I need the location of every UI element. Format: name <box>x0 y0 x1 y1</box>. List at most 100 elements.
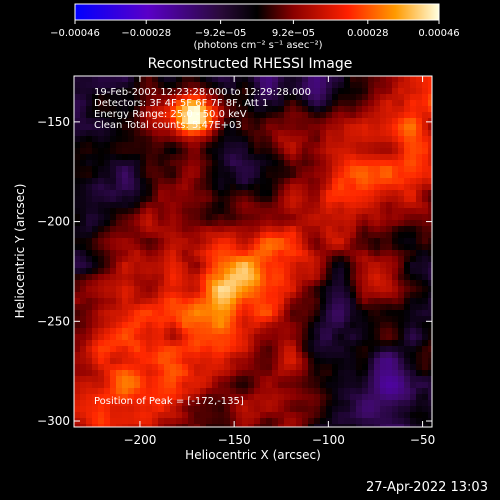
heatmap-cell <box>92 154 98 160</box>
heatmap-cell <box>116 316 122 322</box>
heatmap-cell <box>314 274 320 280</box>
heatmap-cell <box>194 172 200 178</box>
heatmap-cell <box>260 142 266 148</box>
heatmap-cell <box>242 340 248 346</box>
heatmap-cell <box>350 268 356 274</box>
heatmap-cell <box>398 232 404 238</box>
heatmap-cell <box>110 94 116 100</box>
heatmap-cell <box>386 112 392 118</box>
heatmap-cell <box>188 178 194 184</box>
heatmap-cell <box>110 352 116 358</box>
heatmap-cell <box>218 130 224 136</box>
heatmap-cell <box>254 364 260 370</box>
heatmap-cell <box>182 196 188 202</box>
heatmap-cell <box>110 190 116 196</box>
heatmap-cell <box>344 262 350 268</box>
heatmap-cell <box>362 406 368 412</box>
heatmap-cell <box>326 208 332 214</box>
heatmap-cell <box>98 376 104 382</box>
heatmap-cell <box>98 364 104 370</box>
heatmap-cell <box>194 232 200 238</box>
heatmap-cell <box>368 136 374 142</box>
heatmap-cell <box>344 286 350 292</box>
heatmap-cell <box>332 412 338 418</box>
heatmap-cell <box>140 322 146 328</box>
heatmap-cell <box>170 334 176 340</box>
heatmap-cell <box>212 298 218 304</box>
heatmap-cell <box>428 280 432 286</box>
heatmap-cell <box>422 382 428 388</box>
heatmap-cell <box>212 238 218 244</box>
heatmap-cell <box>224 376 230 382</box>
heatmap-cell <box>254 370 260 376</box>
heatmap-cell <box>272 298 278 304</box>
heatmap-cell <box>332 418 338 424</box>
heatmap-cell <box>254 178 260 184</box>
heatmap-cell <box>212 370 218 376</box>
heatmap-cell <box>398 298 404 304</box>
heatmap-cell <box>344 256 350 262</box>
heatmap-cell <box>404 256 410 262</box>
heatmap-cell <box>128 94 134 100</box>
heatmap-cell <box>128 226 134 232</box>
heatmap-cell <box>146 238 152 244</box>
heatmap-cell <box>200 238 206 244</box>
heatmap-cell <box>386 268 392 274</box>
heatmap-cell <box>344 202 350 208</box>
heatmap-cell <box>356 406 362 412</box>
heatmap-cell <box>212 328 218 334</box>
heatmap-cell <box>122 340 128 346</box>
heatmap-cell <box>242 268 248 274</box>
heatmap-cell <box>134 328 140 334</box>
heatmap-cell <box>128 418 134 424</box>
heatmap-cell <box>368 82 374 88</box>
heatmap-cell <box>332 94 338 100</box>
heatmap-cell <box>200 412 206 418</box>
heatmap-cell <box>356 424 362 427</box>
heatmap-cell <box>332 124 338 130</box>
heatmap-cell <box>404 190 410 196</box>
heatmap-cell <box>338 190 344 196</box>
heatmap-cell <box>320 322 326 328</box>
heatmap-cell <box>158 94 164 100</box>
heatmap-cell <box>140 148 146 154</box>
heatmap-cell <box>374 412 380 418</box>
heatmap-cell <box>302 376 308 382</box>
heatmap-cell <box>146 370 152 376</box>
heatmap-cell <box>152 94 158 100</box>
heatmap-cell <box>332 232 338 238</box>
heatmap-cell <box>314 202 320 208</box>
heatmap-cell <box>182 370 188 376</box>
heatmap-cell <box>218 202 224 208</box>
heatmap-cell <box>194 208 200 214</box>
heatmap-cell <box>416 268 422 274</box>
heatmap-cell <box>98 220 104 226</box>
heatmap-cell <box>380 316 386 322</box>
heatmap-cell <box>374 298 380 304</box>
heatmap-cell <box>176 256 182 262</box>
heatmap-cell <box>230 418 236 424</box>
heatmap-cell <box>182 376 188 382</box>
heatmap-cell <box>134 226 140 232</box>
heatmap-cell <box>218 88 224 94</box>
heatmap-cell <box>164 124 170 130</box>
heatmap-cell <box>122 190 128 196</box>
heatmap-cell <box>314 130 320 136</box>
heatmap-cell <box>326 184 332 190</box>
heatmap-cell <box>122 394 128 400</box>
heatmap-cell <box>134 172 140 178</box>
heatmap-cell <box>170 208 176 214</box>
heatmap-cell <box>284 298 290 304</box>
heatmap-cell <box>248 364 254 370</box>
heatmap-cell <box>374 394 380 400</box>
heatmap-cell <box>128 130 134 136</box>
heatmap-cell <box>290 280 296 286</box>
heatmap-cell <box>356 412 362 418</box>
heatmap-cell <box>134 400 140 406</box>
heatmap-cell <box>422 94 428 100</box>
heatmap-cell <box>236 400 242 406</box>
heatmap-cell <box>254 376 260 382</box>
heatmap-cell <box>182 190 188 196</box>
heatmap-cell <box>164 88 170 94</box>
